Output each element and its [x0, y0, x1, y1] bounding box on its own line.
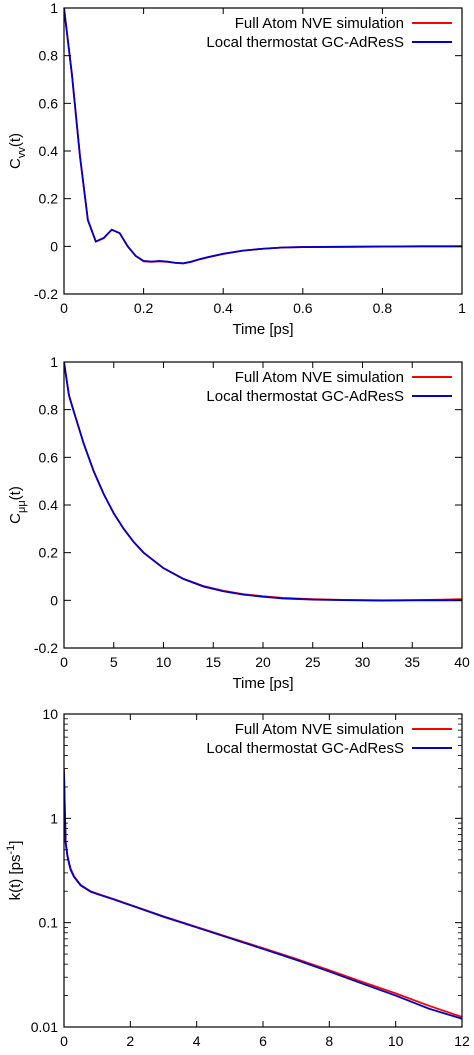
y-tick-label: 0.6 — [39, 449, 59, 465]
legend-label: Local thermostat GC-AdResS — [206, 34, 404, 51]
legend-label: Full Atom NVE simulation — [235, 15, 404, 32]
x-tick-label: 6 — [259, 1033, 267, 1049]
x-axis-label: Time [ps] — [232, 321, 293, 338]
y-tick-label: 0.2 — [39, 545, 59, 561]
x-tick-label: 10 — [388, 1033, 404, 1049]
x-axis-label: Time [ps] — [232, 675, 293, 692]
x-tick-label: 40 — [454, 654, 470, 670]
y-tick-label: 1 — [50, 810, 58, 826]
y-tick-label: 10 — [42, 706, 58, 722]
y-tick-label: 0.1 — [39, 915, 59, 931]
legend-label: Full Atom NVE simulation — [235, 721, 404, 738]
legend-label: Full Atom NVE simulation — [235, 369, 404, 386]
x-tick-label: 25 — [305, 654, 321, 670]
y-tick-label: 0 — [50, 238, 58, 254]
legend-label: Local thermostat GC-AdResS — [206, 388, 404, 405]
y-tick-label: -0.2 — [34, 640, 58, 656]
plot-frame — [63, 713, 463, 1028]
y-tick-label: 1 — [50, 0, 58, 16]
x-tick-label: 0 — [60, 300, 68, 316]
x-tick-label: 0.2 — [134, 300, 154, 316]
x-tick-label: 0 — [60, 1033, 68, 1049]
y-tick-label: 1 — [50, 354, 58, 370]
x-tick-label: 35 — [404, 654, 420, 670]
series-line-local-thermostat — [64, 771, 462, 1020]
y-tick-label: 0.2 — [39, 191, 59, 207]
y-tick-label: 0.01 — [31, 1019, 58, 1035]
y-tick-label: -0.2 — [34, 286, 58, 302]
y-axis-label: Cvv(t) — [7, 133, 28, 169]
series-line-full-atom — [64, 768, 462, 1018]
y-axis-label: k(t) [ps-1] — [5, 841, 24, 901]
y-tick-label: 0.4 — [39, 497, 59, 513]
x-tick-label: 4 — [193, 1033, 201, 1049]
y-tick-label: 0.8 — [39, 48, 59, 64]
x-tick-label: 15 — [205, 654, 221, 670]
x-tick-label: 0.8 — [373, 300, 393, 316]
x-tick-label: 1 — [458, 300, 466, 316]
x-tick-label: 30 — [355, 654, 371, 670]
y-tick-label: 0.6 — [39, 95, 59, 111]
x-tick-label: 2 — [126, 1033, 134, 1049]
y-tick-label: 0.4 — [39, 143, 59, 159]
y-tick-label: 0.8 — [39, 402, 59, 418]
x-tick-label: 0.4 — [213, 300, 233, 316]
x-tick-label: 5 — [110, 654, 118, 670]
series-line-local-thermostat — [64, 362, 462, 602]
series-line-local-thermostat — [64, 8, 462, 265]
x-tick-label: 0.6 — [293, 300, 313, 316]
x-tick-label: 12 — [454, 1033, 470, 1049]
y-tick-label: 0 — [50, 592, 58, 608]
x-tick-label: 10 — [156, 654, 172, 670]
legend-label: Local thermostat GC-AdResS — [206, 740, 404, 757]
x-tick-label: 20 — [255, 654, 271, 670]
x-tick-label: 0 — [60, 654, 68, 670]
y-axis-label: Cμμ(t) — [7, 486, 28, 524]
x-tick-label: 8 — [325, 1033, 333, 1049]
